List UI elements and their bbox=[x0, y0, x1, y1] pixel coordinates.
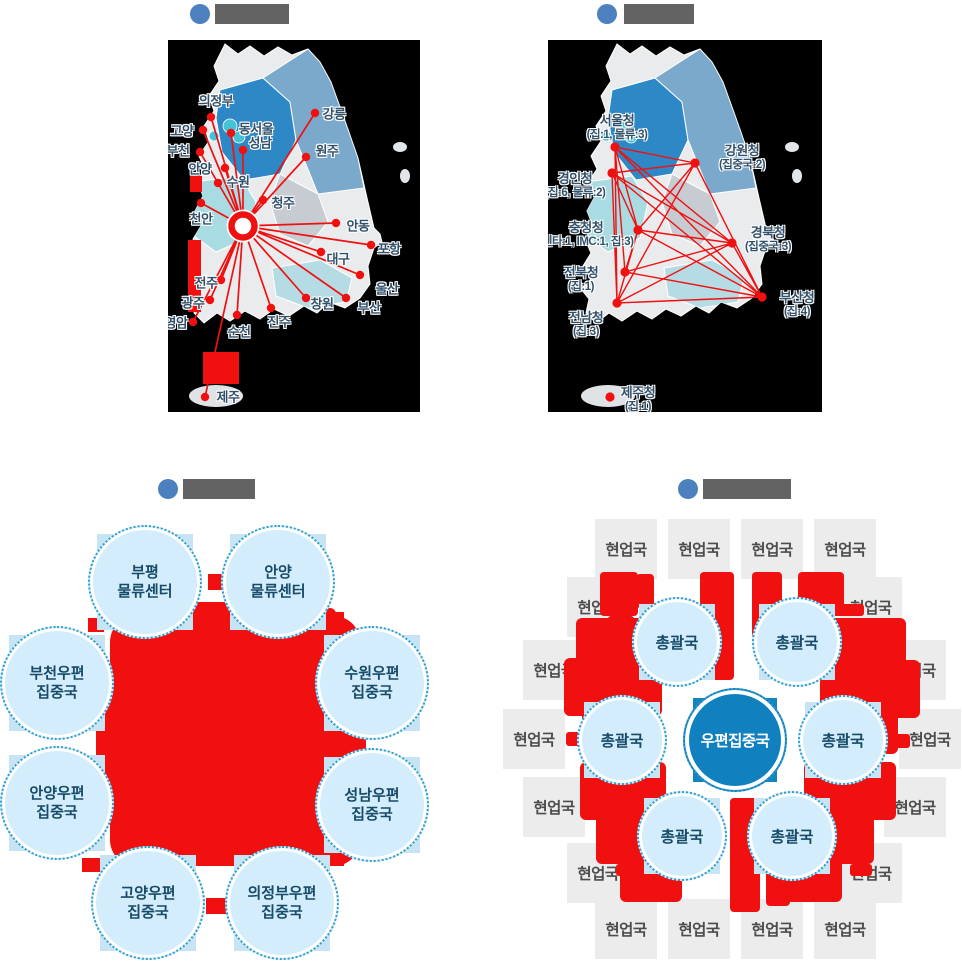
national-network-map-panel: 의정부 고양 동서울 성남 부천 안양 수원 강릉 원주 청주 천안 안동 대구… bbox=[168, 40, 420, 412]
regional-office-node: 총괄국 bbox=[632, 597, 722, 687]
branch-office-box: 현업국 bbox=[814, 899, 876, 959]
redacted-title-bar bbox=[215, 4, 289, 24]
city-label: 순천 bbox=[227, 324, 251, 340]
city-label: 청주 bbox=[271, 195, 295, 211]
city-label: 울산 bbox=[375, 281, 399, 297]
relay-node-uijeongbu: 의정부우편 집중국 bbox=[225, 846, 339, 960]
regional-offices-map-panel: 서울청 (집:1, 물류:3) 경인청 (집:6, 물류:2) 강원청 (집중국… bbox=[548, 40, 822, 412]
island bbox=[393, 142, 407, 152]
office-label: 충청청 (센타:1, IMC:1, 집:3) bbox=[548, 220, 634, 248]
regional-office-node: 총괄국 bbox=[577, 695, 667, 785]
korea-map-left bbox=[188, 43, 410, 407]
redacted-title-bar bbox=[624, 4, 694, 24]
regional-office-node: 총괄국 bbox=[798, 695, 888, 785]
regional-office-node: 총괄국 bbox=[637, 791, 727, 881]
city-label: 의정부 bbox=[198, 93, 234, 109]
city-label: 강릉 bbox=[322, 106, 346, 122]
branch-office-box: 현업국 bbox=[668, 899, 730, 959]
redacted-title-bar bbox=[703, 479, 791, 499]
branch-office-box: 현업국 bbox=[595, 519, 657, 579]
city-label: 광주 bbox=[181, 295, 205, 311]
island bbox=[792, 169, 802, 183]
city-label: 부천 bbox=[168, 143, 190, 159]
jeju-island bbox=[189, 385, 243, 407]
office-label: 경인청 (집:6, 물류:2) bbox=[548, 171, 606, 199]
relay-node-goyang: 고양우편 집중국 bbox=[91, 846, 205, 960]
relay-node-anyang-mail: 안양우편 집중국 bbox=[0, 746, 114, 860]
branch-office-box: 현업국 bbox=[523, 777, 585, 837]
branch-office-box: 현업국 bbox=[503, 709, 565, 769]
regional-office-node: 총괄국 bbox=[752, 597, 842, 687]
relay-node-bupyeong: 부평 물류센터 bbox=[88, 525, 202, 639]
office-label: 부산청 (집:4) bbox=[779, 290, 815, 318]
bullet-icon bbox=[158, 479, 178, 499]
city-label: 진주 bbox=[267, 314, 291, 330]
city-label: 동서울 bbox=[238, 121, 274, 137]
city-label: 창원 bbox=[310, 296, 334, 312]
city-label: 수원 bbox=[226, 174, 250, 190]
relay-node-seongnam: 성남우편 집중국 bbox=[315, 748, 429, 862]
bullet-icon bbox=[190, 4, 210, 24]
city-label: 대구 bbox=[326, 251, 350, 267]
korea-map-right bbox=[580, 43, 802, 407]
mail-center-node: 우편집중국 bbox=[683, 688, 787, 792]
city-label: 안동 bbox=[346, 218, 370, 234]
office-label: 전남청 (집:3) bbox=[568, 310, 604, 338]
bullet-icon bbox=[597, 4, 617, 24]
city-label: 전주 bbox=[194, 275, 218, 291]
office-mesh-lines bbox=[611, 146, 763, 304]
city-label: 원주 bbox=[315, 143, 339, 159]
branch-office-box: 현업국 bbox=[814, 519, 876, 579]
city-dots bbox=[188, 108, 376, 402]
redacted-title-bar bbox=[183, 479, 255, 499]
relay-node-anyang-center: 안양 물류센터 bbox=[221, 525, 335, 639]
hub-ring bbox=[226, 209, 260, 243]
office-label: 제주청 (집:1) bbox=[620, 385, 656, 412]
city-label: 제주 bbox=[216, 389, 240, 405]
city-label: 천안 bbox=[189, 211, 213, 227]
relay-node-suwon: 수원우편 집중국 bbox=[315, 626, 429, 740]
city-label: 고양 bbox=[170, 123, 194, 139]
city-label: 포항 bbox=[377, 241, 401, 257]
island bbox=[785, 142, 799, 152]
bullet-icon bbox=[678, 479, 698, 499]
branch-office-box: 현업국 bbox=[741, 519, 803, 579]
branch-office-box: 현업국 bbox=[595, 899, 657, 959]
office-label: 강원청 (집중국:2) bbox=[718, 143, 766, 171]
city-label: 안양 bbox=[188, 161, 212, 177]
office-label: 서울청 (집:1, 물류:3) bbox=[586, 113, 648, 141]
island bbox=[400, 169, 410, 183]
city-label: 성남 bbox=[248, 135, 272, 151]
branch-office-box: 현업국 bbox=[668, 519, 730, 579]
office-label: 경북청 (집중국:3) bbox=[744, 225, 792, 253]
relay-node-bucheon: 부천우편 집중국 bbox=[0, 626, 114, 740]
regional-office-node: 총괄국 bbox=[747, 791, 837, 881]
office-dots bbox=[605, 142, 767, 402]
city-label: 영암 bbox=[168, 315, 188, 331]
city-label: 부산 bbox=[357, 300, 381, 316]
office-label: 전북청 (집:1) bbox=[563, 265, 599, 293]
